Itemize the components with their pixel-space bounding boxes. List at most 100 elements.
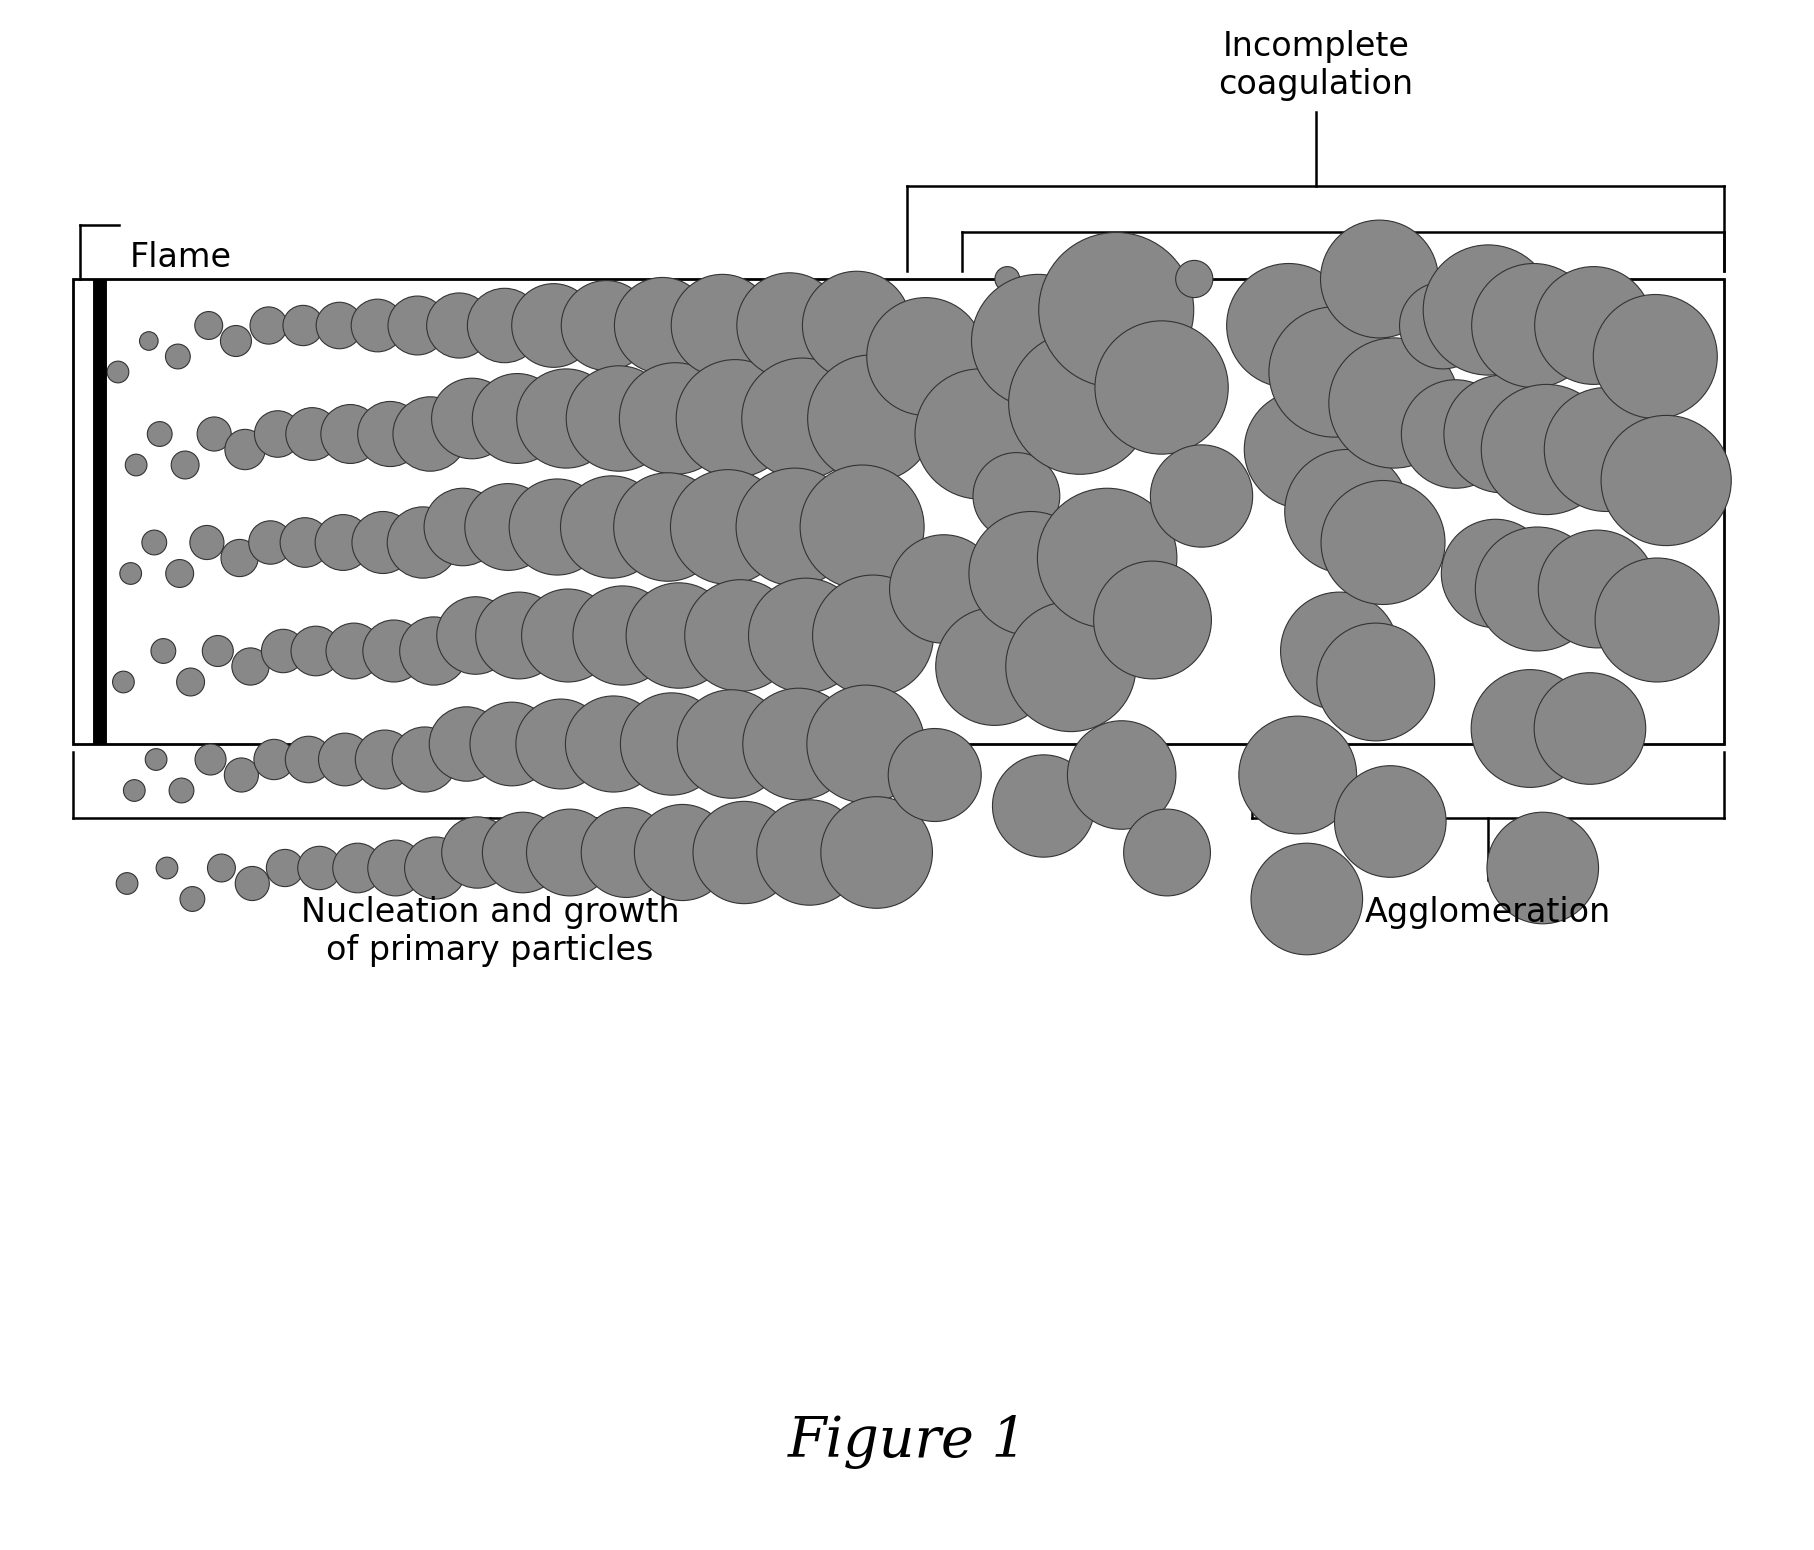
Ellipse shape [483, 812, 562, 893]
Ellipse shape [405, 837, 466, 899]
Ellipse shape [1009, 332, 1150, 474]
Ellipse shape [468, 288, 541, 363]
Ellipse shape [573, 586, 671, 685]
Ellipse shape [156, 857, 178, 879]
Ellipse shape [386, 507, 459, 578]
Ellipse shape [992, 755, 1094, 857]
Ellipse shape [250, 307, 287, 344]
Ellipse shape [1005, 601, 1136, 732]
Ellipse shape [1444, 375, 1560, 493]
Ellipse shape [994, 267, 1019, 291]
Ellipse shape [221, 539, 258, 577]
Ellipse shape [236, 866, 268, 901]
Ellipse shape [392, 727, 457, 792]
Ellipse shape [279, 518, 330, 567]
Ellipse shape [207, 854, 236, 882]
Ellipse shape [356, 730, 414, 789]
Ellipse shape [190, 525, 223, 560]
Ellipse shape [1123, 809, 1210, 896]
Ellipse shape [1399, 282, 1486, 369]
Ellipse shape [388, 296, 446, 355]
Ellipse shape [171, 451, 200, 479]
Text: Flame: Flame [129, 240, 232, 274]
Ellipse shape [352, 512, 414, 574]
Ellipse shape [1094, 561, 1210, 679]
Ellipse shape [475, 592, 562, 679]
Text: Incomplete
coagulation: Incomplete coagulation [1217, 29, 1413, 101]
Ellipse shape [615, 277, 709, 374]
Ellipse shape [561, 476, 662, 578]
Ellipse shape [169, 778, 194, 803]
Ellipse shape [432, 378, 512, 459]
Ellipse shape [521, 589, 615, 682]
Ellipse shape [472, 374, 562, 463]
Ellipse shape [1471, 670, 1587, 787]
Ellipse shape [1328, 338, 1458, 468]
Bar [73, 279, 1723, 744]
Ellipse shape [201, 636, 234, 666]
Ellipse shape [526, 809, 613, 896]
Ellipse shape [394, 397, 466, 471]
Ellipse shape [1175, 260, 1212, 298]
Ellipse shape [145, 749, 167, 770]
Ellipse shape [914, 369, 1045, 499]
Ellipse shape [249, 521, 292, 564]
Ellipse shape [889, 535, 998, 643]
Ellipse shape [316, 302, 363, 349]
Ellipse shape [441, 817, 513, 888]
Ellipse shape [165, 344, 190, 369]
Ellipse shape [1535, 267, 1651, 384]
Ellipse shape [756, 800, 862, 905]
Ellipse shape [970, 274, 1105, 408]
Ellipse shape [1250, 843, 1362, 955]
Ellipse shape [517, 369, 615, 468]
Ellipse shape [677, 360, 793, 477]
Ellipse shape [107, 361, 129, 383]
Ellipse shape [267, 849, 303, 887]
Ellipse shape [165, 560, 194, 587]
Ellipse shape [424, 488, 501, 566]
Ellipse shape [316, 515, 370, 570]
Ellipse shape [120, 563, 141, 584]
Ellipse shape [1317, 623, 1433, 741]
Text: Nucleation and growth
of primary particles: Nucleation and growth of primary particl… [301, 896, 678, 967]
Ellipse shape [368, 840, 423, 896]
Ellipse shape [1239, 716, 1355, 834]
Ellipse shape [1595, 558, 1718, 682]
Ellipse shape [297, 846, 341, 890]
Ellipse shape [125, 454, 147, 476]
Ellipse shape [399, 617, 468, 685]
Ellipse shape [736, 468, 853, 586]
Ellipse shape [112, 671, 134, 693]
Ellipse shape [123, 780, 145, 801]
Ellipse shape [327, 623, 381, 679]
Ellipse shape [1593, 294, 1716, 418]
Ellipse shape [470, 702, 553, 786]
Ellipse shape [684, 580, 796, 691]
Ellipse shape [254, 739, 294, 780]
Ellipse shape [620, 693, 722, 795]
Ellipse shape [225, 429, 265, 470]
Ellipse shape [426, 293, 492, 358]
Ellipse shape [1226, 264, 1350, 388]
Ellipse shape [232, 648, 268, 685]
Ellipse shape [510, 479, 604, 575]
Ellipse shape [512, 284, 595, 367]
Ellipse shape [219, 326, 252, 356]
Ellipse shape [887, 728, 981, 822]
Ellipse shape [194, 744, 227, 775]
Ellipse shape [736, 273, 842, 378]
Ellipse shape [619, 363, 731, 474]
Ellipse shape [194, 312, 223, 339]
Ellipse shape [1475, 527, 1598, 651]
Ellipse shape [1150, 445, 1252, 547]
Ellipse shape [198, 417, 230, 451]
Ellipse shape [1422, 245, 1553, 375]
Ellipse shape [350, 299, 405, 352]
Ellipse shape [437, 597, 513, 674]
Ellipse shape [332, 843, 383, 893]
Ellipse shape [693, 801, 795, 904]
Ellipse shape [1321, 480, 1444, 604]
Ellipse shape [1480, 384, 1611, 515]
Text: Agglomeration: Agglomeration [1364, 896, 1611, 928]
